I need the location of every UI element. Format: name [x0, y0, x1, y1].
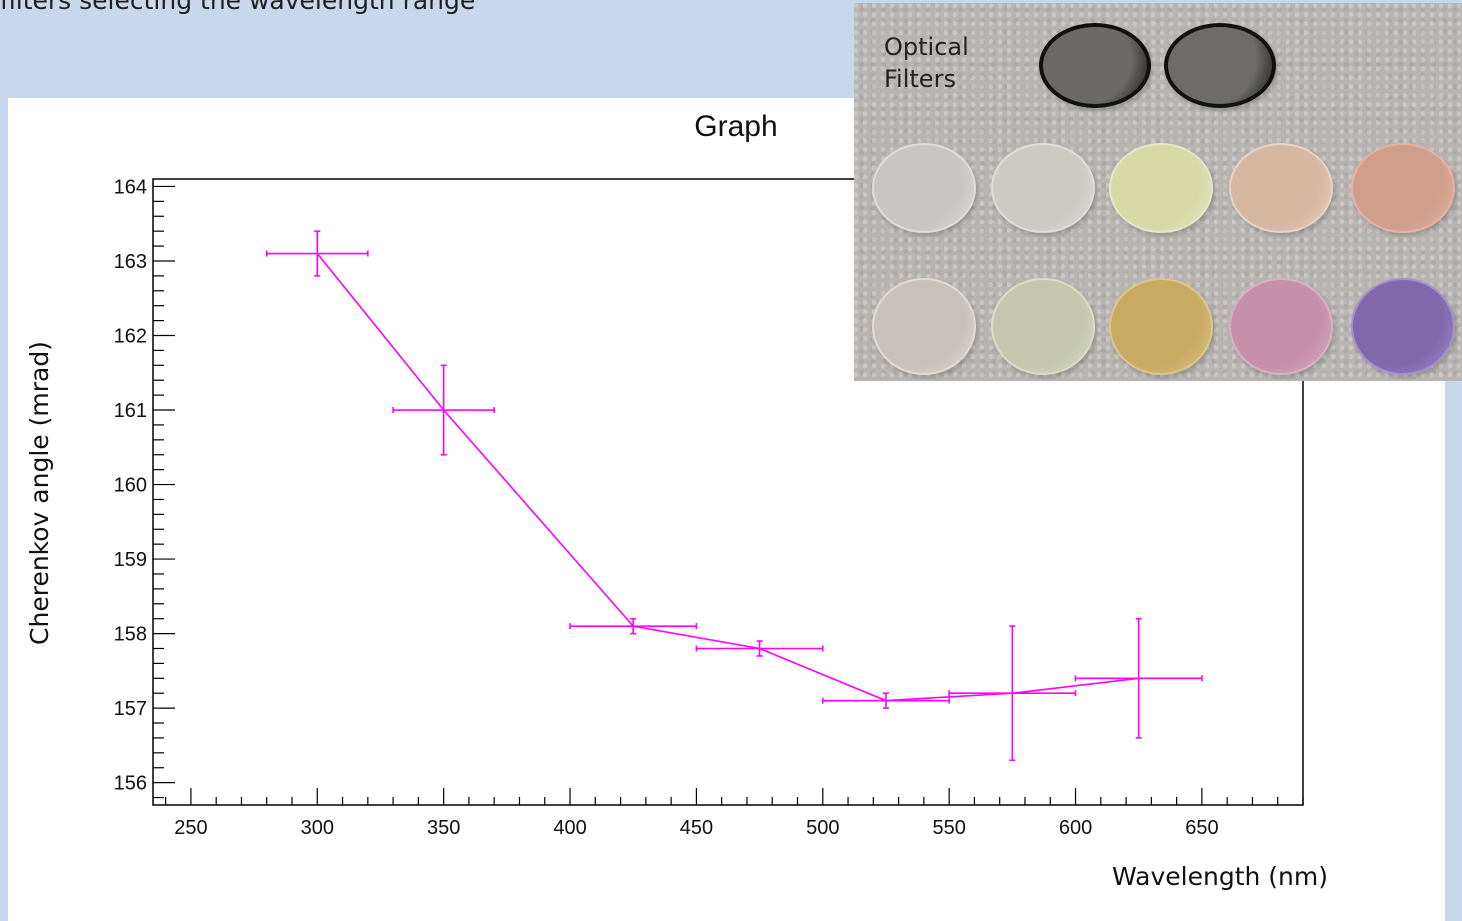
filter-disc — [1109, 278, 1213, 375]
y-tick-label: 161 — [114, 400, 147, 422]
y-tick-label: 160 — [114, 475, 147, 497]
slide-heading: filters selecting the wavelength range — [0, 0, 476, 15]
filter-disc — [872, 143, 976, 233]
x-tick-label: 500 — [806, 817, 839, 839]
x-tick-label: 350 — [427, 817, 460, 839]
filter-disc — [991, 278, 1095, 375]
photo-caption: Optical Filters — [884, 33, 969, 93]
filter-disc — [872, 278, 976, 375]
chart-title: Graph — [694, 110, 777, 143]
y-axis-label: Cherenkov angle (mrad) — [25, 341, 54, 645]
filter-disc — [1109, 143, 1213, 233]
x-axis-label: Wavelength (nm) — [1112, 862, 1328, 891]
filter-disc — [1351, 143, 1455, 233]
axis-tick-labels: 250 300 350 400 450 500 550 600 650 156 157 158 159 1… — [114, 176, 1219, 839]
x-tick-label: 450 — [680, 817, 713, 839]
y-tick-label: 164 — [114, 176, 147, 198]
y-tick-label: 159 — [114, 549, 147, 571]
filter-disc — [1229, 143, 1333, 233]
x-tick-label: 650 — [1185, 817, 1218, 839]
x-tick-label: 400 — [553, 817, 586, 839]
x-tick-label: 600 — [1059, 817, 1092, 839]
plot-frame — [152, 178, 1304, 806]
chart-svg: Graph 250 300 350 400 450 500 550 600 650 156 157 1… — [25, 110, 1328, 891]
y-tick-label: 156 — [114, 773, 147, 795]
y-tick-label: 162 — [114, 326, 147, 348]
filter-disc — [991, 143, 1095, 233]
x-tick-label: 300 — [301, 817, 334, 839]
filter-disc — [1229, 278, 1333, 375]
x-tick-label: 550 — [932, 817, 965, 839]
axis-ticks — [153, 185, 1304, 805]
filter-disc — [1039, 23, 1151, 108]
y-tick-label: 163 — [114, 251, 147, 273]
filter-disc — [1351, 278, 1455, 375]
filter-disc — [1164, 23, 1276, 108]
data-point — [1074, 617, 1203, 739]
y-tick-label: 157 — [114, 698, 147, 720]
series-line — [316, 253, 1139, 702]
x-tick-label: 250 — [174, 817, 207, 839]
y-tick-label: 158 — [114, 624, 147, 646]
optical-filters-photo: Optical Filters — [854, 3, 1462, 381]
